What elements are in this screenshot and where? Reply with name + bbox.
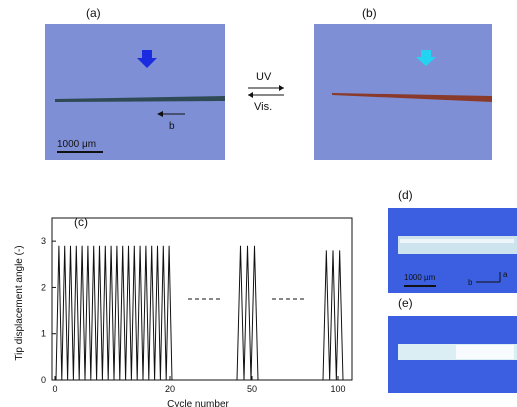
photo-e xyxy=(388,316,517,393)
y-tick-label: 0 xyxy=(41,375,46,385)
fiber-b xyxy=(332,93,492,102)
right-arrow-icon xyxy=(279,85,284,91)
down-arrow-icon xyxy=(137,50,157,68)
plot-frame xyxy=(51,217,353,381)
panel-label-e: (e) xyxy=(398,296,413,310)
y-axis-label: Tip displacement angle (-) xyxy=(14,245,25,360)
photo-a-background xyxy=(45,24,225,160)
fiber-d xyxy=(398,236,517,254)
scalebar-a-label: 1000 μm xyxy=(57,139,96,150)
vis-label: Vis. xyxy=(254,101,273,113)
photo-b-background xyxy=(314,24,492,160)
left-arrow-icon xyxy=(248,92,253,98)
photo-d: 1000 µm b a xyxy=(388,208,517,293)
y-tick-label: 2 xyxy=(41,282,46,292)
direction-label-b: b xyxy=(169,121,175,132)
direction-label-b-d: b xyxy=(468,278,473,287)
photo-b xyxy=(314,24,492,160)
fiber-a xyxy=(55,96,225,102)
down-arrow-icon xyxy=(416,50,436,66)
x-tick-label: 0 xyxy=(52,384,57,394)
arrow-head-icon xyxy=(157,111,163,117)
y-tick-label: 1 xyxy=(41,329,46,339)
direction-label-a-d: a xyxy=(503,270,508,279)
photo-a: b 1000 μm xyxy=(45,24,225,160)
uv-vis-arrows xyxy=(244,85,288,104)
x-tick-label: 20 xyxy=(165,384,175,394)
x-tick-label: 100 xyxy=(330,384,345,394)
panel-label-b: (b) xyxy=(362,6,377,20)
panel-label-a: (a) xyxy=(86,6,101,20)
series-first-cycles xyxy=(55,245,173,381)
panel-label-c: (c) xyxy=(74,215,88,229)
scalebar-d-label: 1000 µm xyxy=(404,273,436,282)
series-middle-cycles xyxy=(236,245,259,381)
panel-label-d: (d) xyxy=(398,188,413,202)
displacement-chart: (c) 0 1 2 3 0 20 50 100 Tip displacement angle … xyxy=(14,215,353,407)
uv-label: UV xyxy=(256,71,272,83)
y-tick-label: 3 xyxy=(41,236,46,246)
x-axis-label: Cycle number xyxy=(167,399,229,407)
series-end-cycles xyxy=(322,250,344,381)
x-tick-label: 50 xyxy=(247,384,257,394)
plot-area: 0 1 2 3 0 20 50 100 xyxy=(41,217,353,394)
